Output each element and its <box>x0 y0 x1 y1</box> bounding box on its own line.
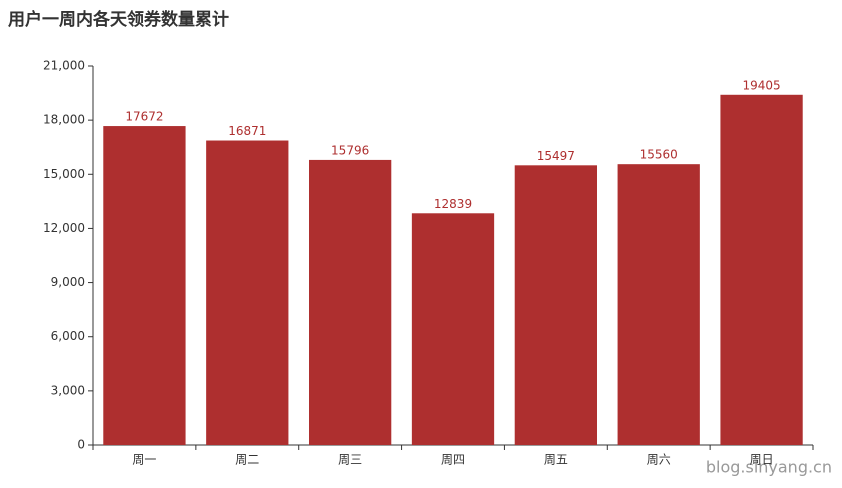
x-tick-label: 周一 <box>132 453 156 467</box>
value-label: 15560 <box>640 148 678 162</box>
x-tick-label: 周二 <box>235 453 259 467</box>
bar <box>309 159 392 446</box>
value-label: 12839 <box>434 197 472 211</box>
bar <box>720 94 803 445</box>
x-tick-label: 周六 <box>647 453 671 467</box>
x-tick-label: 周日 <box>750 453 774 467</box>
y-tick-label: 21,000 <box>43 59 85 73</box>
y-tick-label: 15,000 <box>43 167 85 181</box>
value-label: 15497 <box>537 149 575 163</box>
value-label: 16871 <box>228 124 266 138</box>
x-tick-label: 周三 <box>338 453 362 467</box>
value-label: 17672 <box>125 110 163 124</box>
bar <box>617 164 700 445</box>
bar <box>206 140 289 445</box>
y-tick-label: 6,000 <box>51 329 85 343</box>
y-tick-label: 3,000 <box>51 383 85 397</box>
y-tick-label: 18,000 <box>43 113 85 127</box>
watermark: blog.sinyang.cn <box>706 458 832 477</box>
x-tick-label: 周四 <box>441 453 465 467</box>
y-tick-label: 0 <box>77 438 85 452</box>
bar <box>514 165 597 445</box>
value-label: 19405 <box>742 78 780 92</box>
value-label: 15796 <box>331 143 369 157</box>
bar <box>103 126 186 446</box>
y-tick-label: 9,000 <box>51 275 85 289</box>
bar <box>411 213 495 445</box>
y-tick-label: 12,000 <box>43 221 85 235</box>
chart-title: 用户一周内各天领券数量累计 <box>8 9 229 30</box>
x-tick-label: 周五 <box>544 453 568 467</box>
